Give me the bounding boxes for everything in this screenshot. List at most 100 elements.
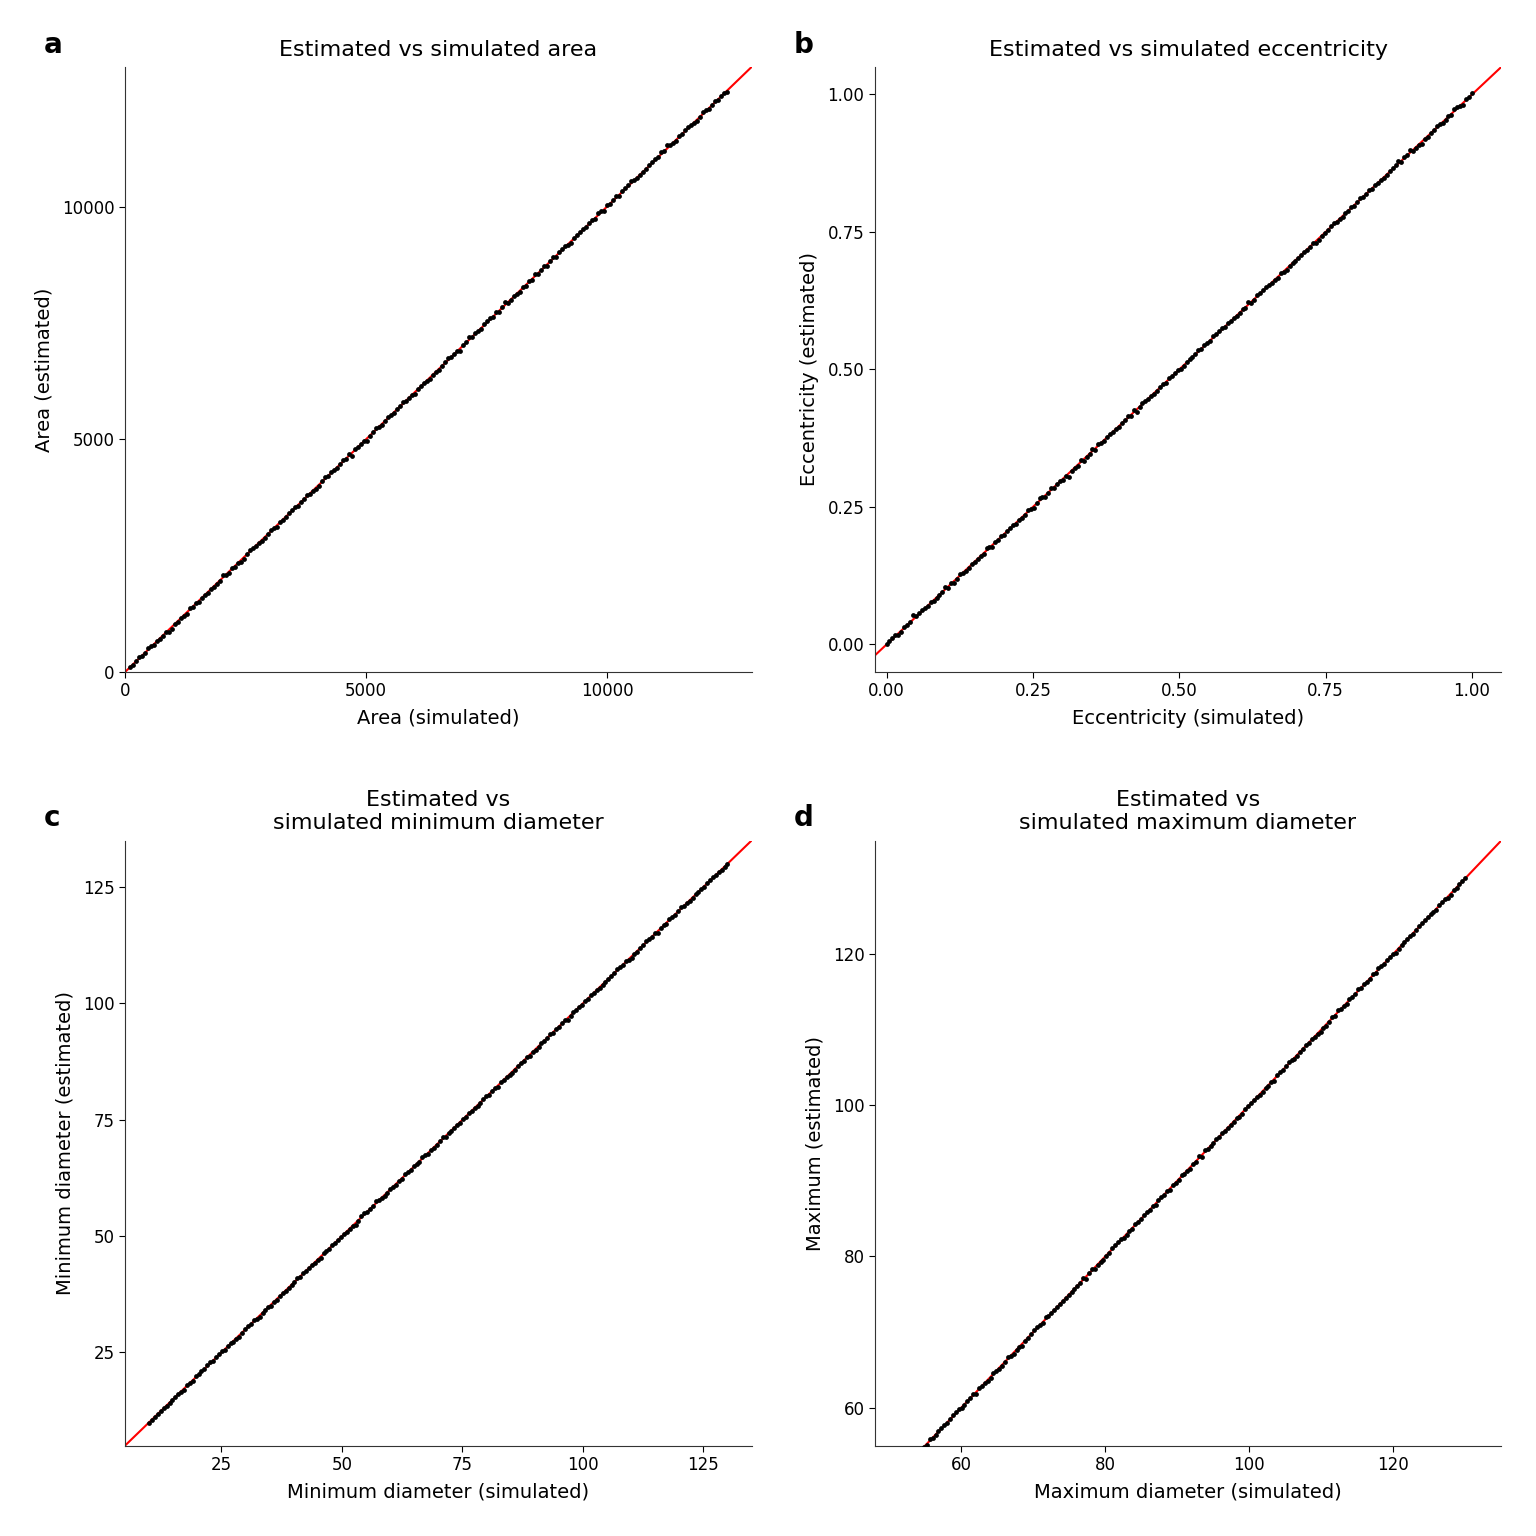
Point [962,1382,986,1407]
Point [195,1352,220,1376]
Point [1430,891,1455,915]
Point [1204,321,1229,346]
Point [558,1003,582,1028]
Point [958,1385,983,1410]
Y-axis label: Eccentricity (estimated): Eccentricity (estimated) [800,252,819,487]
Point [1157,366,1181,390]
Point [625,166,650,190]
Point [1448,94,1473,118]
Point [892,614,917,639]
Point [531,1029,556,1054]
Point [651,912,676,937]
Point [1322,1003,1347,1028]
Point [1392,929,1416,954]
Point [372,1183,396,1207]
Point [172,1378,197,1402]
Point [604,184,628,209]
Point [716,80,740,104]
Point [449,338,473,362]
Point [1419,121,1444,146]
Point [1439,103,1464,127]
Point [201,574,226,599]
Point [1279,250,1304,275]
Text: d: d [794,805,813,833]
Point [982,1361,1006,1385]
Point [1086,1252,1111,1276]
Point [1118,404,1143,429]
Point [1215,310,1240,335]
Point [415,369,439,393]
Point [1080,438,1104,462]
Point [250,530,275,554]
Point [1101,419,1126,444]
Point [220,556,244,581]
Point [544,246,568,270]
Point [439,344,464,369]
Y-axis label: Minimum diameter (estimated): Minimum diameter (estimated) [55,991,75,1295]
Point [264,515,289,539]
Point [1330,204,1355,229]
Point [995,519,1020,544]
Point [1350,184,1375,209]
Point [273,505,298,530]
Point [468,316,493,341]
Point [713,854,737,879]
Point [475,309,499,333]
Point [232,547,257,571]
Point [1146,1187,1170,1212]
Point [478,306,502,330]
Point [482,1075,507,1100]
Point [1246,283,1270,307]
Point [948,562,972,587]
Point [496,290,521,315]
Point [531,253,556,278]
Point [381,1175,406,1200]
Point [355,1200,379,1224]
Point [367,415,392,439]
Point [1218,1112,1243,1137]
Point [622,167,647,192]
Point [227,1324,252,1349]
Point [989,1353,1014,1378]
Point [515,273,539,298]
Point [241,1307,266,1332]
Point [1381,155,1405,180]
Point [1289,243,1313,267]
Point [1295,238,1319,263]
Point [1441,877,1465,902]
Point [937,1407,962,1432]
Point [358,1197,382,1221]
Point [1183,343,1207,367]
Point [923,1422,948,1447]
Point [459,324,484,349]
Point [198,1350,223,1375]
Point [1313,221,1338,246]
Point [312,1240,336,1264]
Point [912,1435,937,1459]
Point [591,198,616,223]
Point [296,1256,321,1281]
Point [535,1026,559,1051]
Point [409,373,433,398]
Point [346,435,370,459]
Point [1109,1227,1134,1252]
Point [969,1373,994,1398]
Point [126,645,151,670]
Point [323,1230,347,1255]
Point [410,1146,435,1170]
Point [954,559,978,584]
Point [1313,1014,1338,1038]
Point [616,172,641,197]
Point [183,1364,207,1389]
Point [576,986,601,1011]
Point [1163,361,1187,386]
Point [559,230,584,255]
Point [1018,496,1043,521]
Point [998,1344,1023,1369]
Point [664,129,688,154]
Point [260,1293,284,1318]
Point [625,940,650,965]
Point [293,1260,318,1284]
Point [1236,290,1261,315]
Point [289,490,313,515]
